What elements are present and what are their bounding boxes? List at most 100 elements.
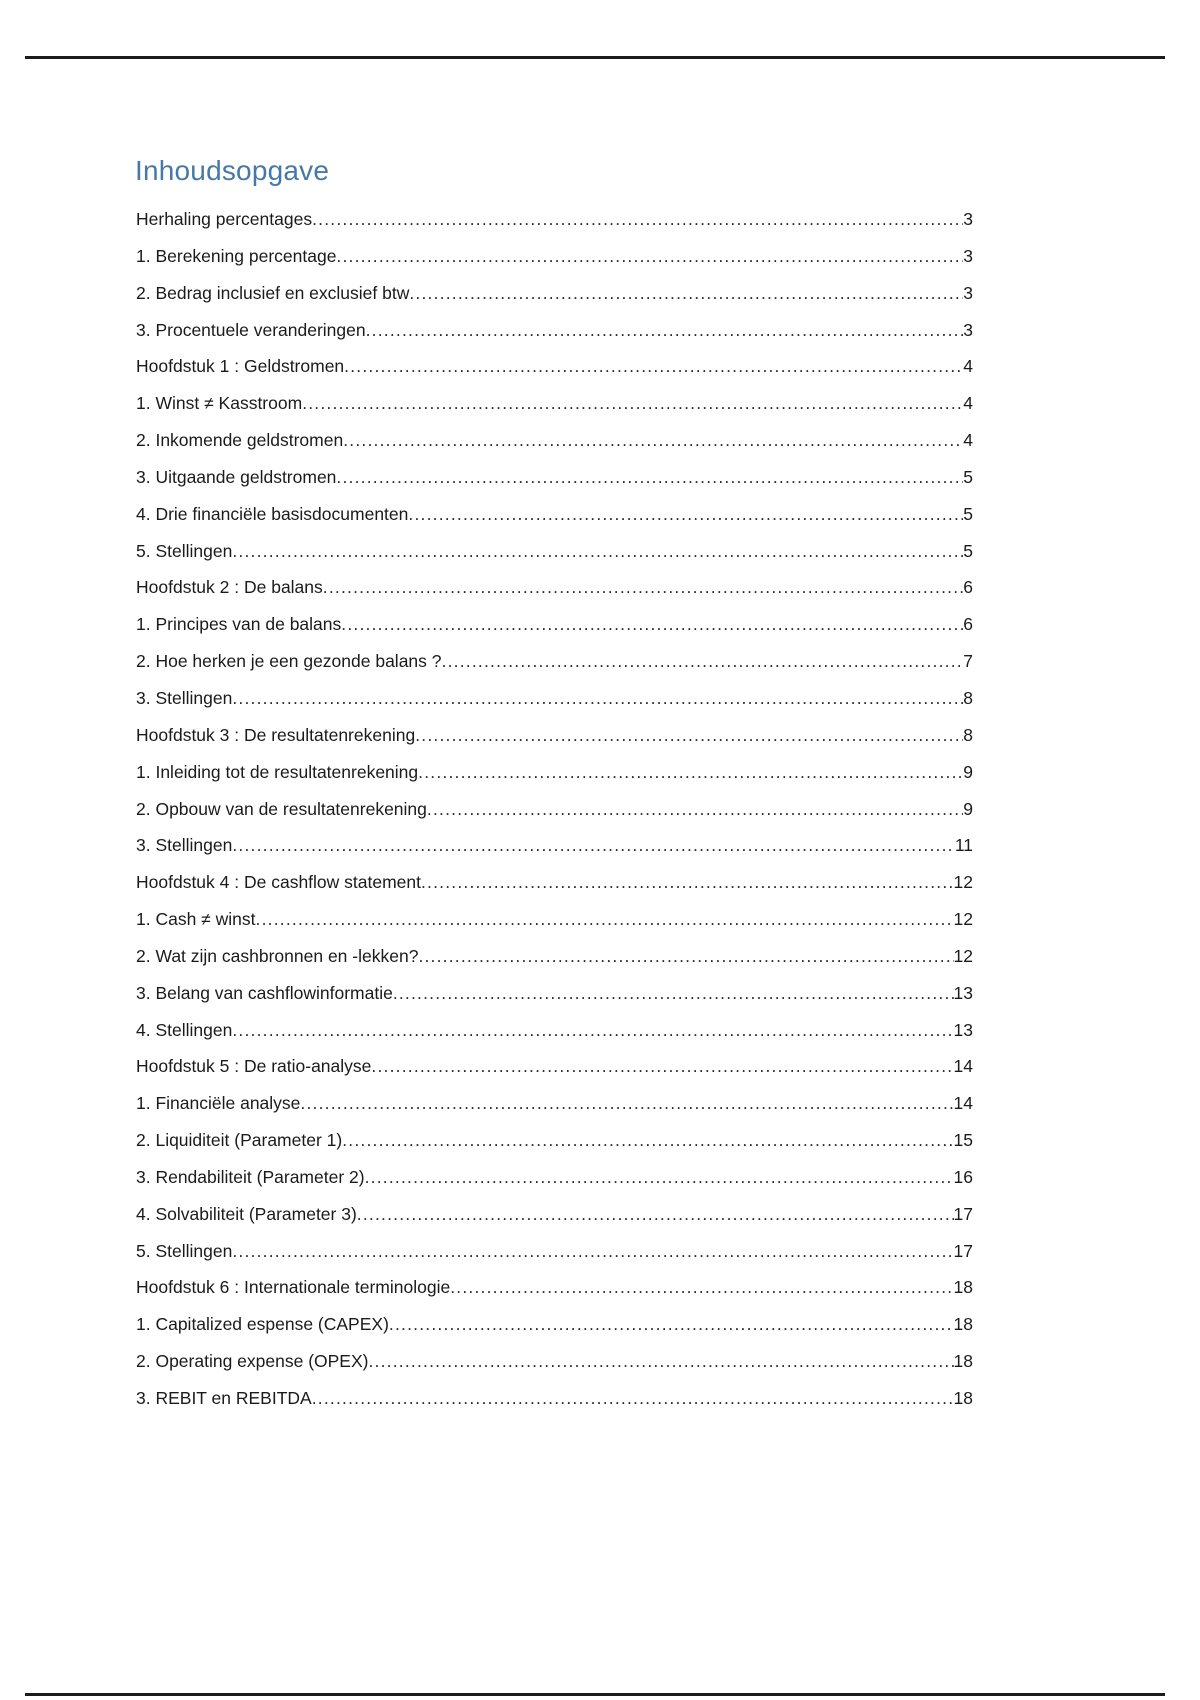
toc-entry-label: 5. Stellingen [136,540,233,561]
toc-entry-label: 3. Belang van cashflowinformatie [136,982,393,1003]
toc-dot-leader: ........................................… [302,393,963,414]
toc-entry-label: Hoofdstuk 3 : De resultatenrekening [136,724,416,745]
toc-entry[interactable]: Hoofdstuk 1 : Geldstromen ..............… [136,348,973,385]
toc-entry[interactable]: 1. Financiële analyse ..................… [136,1085,973,1122]
toc-entry-label: 1. Inleiding tot de resultatenrekening [136,761,419,782]
toc-entry[interactable]: 3. Uitgaande geldstromen ...............… [136,459,973,496]
toc-entry-label: Hoofdstuk 6 : Internationale terminologi… [136,1277,451,1298]
toc-dot-leader: ........................................… [450,1277,954,1298]
toc-entry[interactable]: 5. Stellingen ..........................… [136,533,973,570]
toc-entry[interactable]: 3. Belang van cashflowinformatie .......… [136,975,973,1012]
toc-entry-page-number: 18 [953,1388,973,1408]
toc-dot-leader: ........................................… [365,319,964,340]
toc-entry-label: 2. Inkomende geldstromen [136,430,344,451]
toc-entry[interactable]: 1. Winst ≠ Kasstroom ...................… [136,385,973,422]
toc-entry[interactable]: 2. Hoe herken je een gezonde balans ? ..… [136,643,973,680]
toc-entry-page-number: 6 [963,577,973,598]
toc-dot-leader: ........................................… [371,1056,954,1077]
toc-entry[interactable]: 4. Solvabiliteit (Parameter 3) .........… [136,1196,973,1233]
toc-entry-page-number: 17 [953,1203,973,1224]
toc-entry[interactable]: 2. Bedrag inclusief en exclusief btw ...… [136,275,973,312]
toc-entry[interactable]: 3. Stellingen ..........................… [136,680,973,717]
toc-entry[interactable]: 1. Principes van de balans .............… [136,606,973,643]
toc-dot-leader: ........................................… [344,356,963,377]
toc-entry-page-number: 5 [963,466,973,487]
toc-entry-page-number: 18 [953,1277,973,1298]
toc-entry-page-number: 3 [963,319,973,340]
toc-entry-label: 5. Stellingen [136,1240,233,1261]
toc-entry[interactable]: Herhaling percentages ..................… [136,201,973,238]
toc-entry-page-number: 7 [963,651,973,672]
toc-entry[interactable]: 2. Wat zijn cashbronnen en -lekken? ....… [136,938,973,975]
toc-dot-leader: ........................................… [300,1093,953,1114]
toc-entry-label: 4. Solvabiliteit (Parameter 3) [136,1203,357,1224]
toc-entry-page-number: 3 [963,245,973,266]
toc-entry[interactable]: Hoofdstuk 2 : De balans ................… [136,569,973,606]
toc-entry[interactable]: 1. Cash ≠ winst ........................… [136,901,973,938]
toc-entry[interactable]: Hoofdstuk 3 : De resultatenrekening ....… [136,717,973,754]
toc-entry[interactable]: Hoofdstuk 6 : Internationale terminologi… [136,1269,973,1306]
toc-entry-page-number: 17 [953,1240,973,1261]
toc-entry-label: 2. Hoe herken je een gezonde balans ? [136,651,442,672]
toc-entry[interactable]: 3. Procentuele veranderingen ...........… [136,312,973,349]
toc-entry[interactable]: 3. Rendabiliteit (Parameter 2) .........… [136,1159,973,1196]
toc-entry[interactable]: 4. Drie financiële basisdocumenten .....… [136,496,973,533]
toc-entry-label: 3. Procentuele veranderingen [136,319,366,340]
toc-entry-page-number: 6 [963,614,973,635]
toc-entry-page-number: 12 [953,872,973,893]
toc-entry-page-number: 3 [963,282,973,303]
toc-entry[interactable]: 1. Berekening percentage ...............… [136,238,973,275]
toc-entry[interactable]: 5. Stellingen ..........................… [136,1233,973,1270]
toc-entry[interactable]: 3. Stellingen ..........................… [136,827,973,864]
toc-entry-label: 3. Rendabiliteit (Parameter 2) [136,1166,365,1187]
toc-entry-page-number: 3 [963,209,973,229]
toc-dot-leader: ........................................… [311,1388,954,1408]
toc-entry[interactable]: 4. Stellingen ..........................… [136,1012,973,1049]
toc-entry-page-number: 15 [953,1130,973,1151]
toc-dot-leader: ........................................… [356,1203,954,1224]
toc-dot-leader: ........................................… [343,430,963,451]
toc-entry-page-number: 4 [963,356,973,377]
toc-dot-leader: ........................................… [415,724,964,745]
table-of-contents: Herhaling percentages ..................… [136,201,973,1417]
toc-entry-page-number: 18 [953,1351,973,1372]
toc-dot-leader: ........................................… [341,614,963,635]
toc-entry-page-number: 13 [953,1019,973,1040]
toc-entry[interactable]: Hoofdstuk 5 : De ratio-analyse .........… [136,1048,973,1085]
toc-entry-page-number: 9 [963,761,973,782]
toc-entry[interactable]: 2. Operating expense (OPEX) ............… [136,1343,973,1380]
toc-entry-label: 2. Bedrag inclusief en exclusief btw [136,282,410,303]
toc-entry[interactable]: 2. Opbouw van de resultatenrekening ....… [136,791,973,828]
toc-entry-label: 3. Stellingen [136,687,233,708]
toc-entry-label: 1. Capitalized espense (CAPEX) [136,1314,389,1335]
toc-entry[interactable]: 2. Inkomende geldstromen ...............… [136,422,973,459]
toc-entry-label: 2. Wat zijn cashbronnen en -lekken? [136,945,419,966]
toc-entry-label: 1. Principes van de balans [136,614,342,635]
toc-dot-leader: ........................................… [336,466,963,487]
bottom-horizontal-rule [25,1693,1165,1696]
toc-entry-page-number: 13 [953,982,973,1003]
toc-entry-label: Hoofdstuk 2 : De balans [136,577,323,598]
toc-entry-page-number: 12 [953,945,973,966]
top-horizontal-rule [25,56,1165,59]
toc-entry[interactable]: 2. Liquiditeit (Parameter 1) ...........… [136,1122,973,1159]
toc-entry-page-number: 12 [953,909,973,930]
toc-entry-page-number: 4 [963,430,973,451]
toc-dot-leader: ........................................… [408,503,964,524]
toc-entry[interactable]: 3. REBIT en REBITDA ....................… [136,1380,973,1417]
toc-entry[interactable]: Hoofdstuk 4 : De cashflow statement ....… [136,864,973,901]
toc-dot-leader: ........................................… [364,1166,954,1187]
toc-entry-label: 2. Opbouw van de resultatenrekening [136,798,427,819]
toc-entry[interactable]: 1. Capitalized espense (CAPEX) .........… [136,1306,973,1343]
toc-dot-leader: ........................................… [441,651,964,672]
toc-entry-label: 3. Uitgaande geldstromen [136,466,337,487]
toc-dot-leader: ........................................… [232,1240,954,1261]
toc-entry-label: Herhaling percentages [136,209,313,229]
toc-entry-page-number: 11 [954,835,973,856]
toc-entry-page-number: 18 [953,1314,973,1335]
toc-entry-page-number: 5 [963,540,973,561]
toc-dot-leader: ........................................… [232,540,963,561]
toc-dot-leader: ........................................… [322,577,964,598]
toc-entry[interactable]: 1. Inleiding tot de resultatenrekening .… [136,754,973,791]
